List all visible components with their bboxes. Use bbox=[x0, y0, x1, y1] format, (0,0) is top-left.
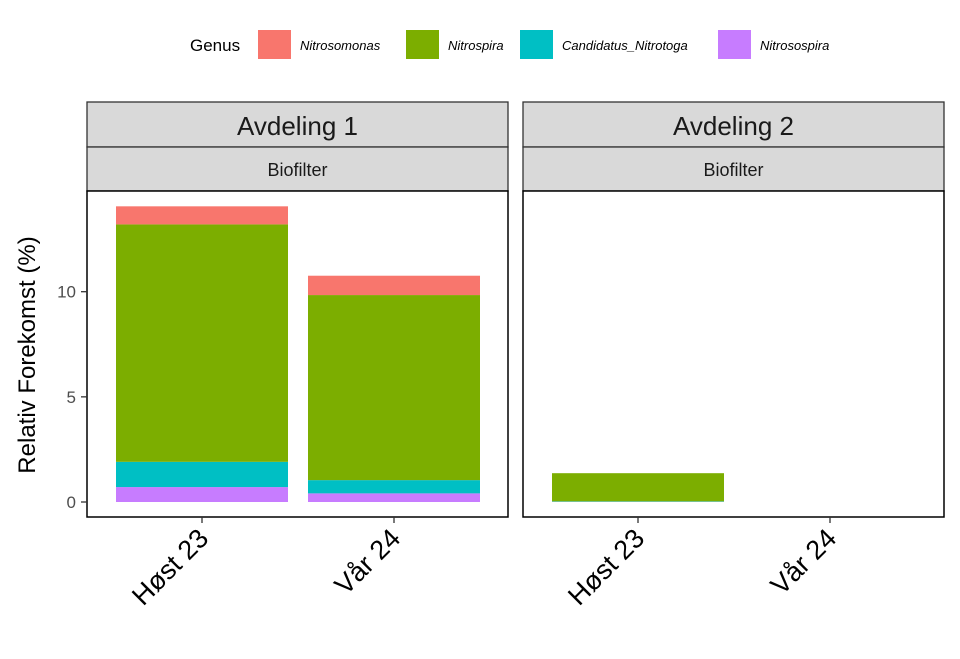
legend-swatch-nitrosomonas bbox=[258, 30, 291, 59]
plot-area bbox=[523, 191, 944, 517]
facet-panel-1: Avdeling 1 Biofilter Høst 23 Vår 24 0 5 10 bbox=[57, 102, 508, 611]
legend-label: Nitrosomonas bbox=[300, 38, 381, 53]
bar-segment-nitrosospira bbox=[308, 493, 480, 502]
y-axis-label: Relativ Forekomst (%) bbox=[14, 236, 41, 473]
x-tick-label: Vår 24 bbox=[765, 523, 842, 600]
y-tick-label: 0 bbox=[67, 493, 76, 512]
facet-subtitle: Biofilter bbox=[267, 160, 327, 180]
bar-segment-nitrospira bbox=[308, 295, 480, 480]
bar-segment-nitrosospira bbox=[116, 487, 288, 502]
legend-swatch-nitrosospira bbox=[718, 30, 751, 59]
x-tick-label: Vår 24 bbox=[329, 523, 406, 600]
bar-segment-nitrosomonas bbox=[308, 276, 480, 295]
legend-label: Candidatus_Nitrotoga bbox=[562, 38, 688, 53]
x-tick-label: Høst 23 bbox=[126, 523, 214, 611]
bar-segment-candidatus_nitrotoga bbox=[116, 462, 288, 487]
y-tick-label: 5 bbox=[67, 388, 76, 407]
facet-title: Avdeling 2 bbox=[673, 111, 794, 141]
legend-title: Genus bbox=[190, 36, 240, 55]
bar-segment-nitrospira bbox=[552, 473, 724, 501]
legend-swatch-nitrospira bbox=[406, 30, 439, 59]
bar-segment-nitrosomonas bbox=[116, 206, 288, 224]
facet-subtitle: Biofilter bbox=[703, 160, 763, 180]
bar-segment-candidatus_nitrotoga bbox=[308, 480, 480, 493]
legend-swatch-candidatus_nitrotoga bbox=[520, 30, 553, 59]
y-tick-label: 10 bbox=[57, 283, 76, 302]
x-tick-label: Høst 23 bbox=[562, 523, 650, 611]
facet-panel-2: Avdeling 2 Biofilter Høst 23 Vår 24 bbox=[523, 102, 944, 611]
legend-label: Nitrosospira bbox=[760, 38, 829, 53]
bar-segment-nitrospira bbox=[116, 224, 288, 461]
legend: Genus Nitrosomonas Nitrospira Candidatus_N… bbox=[190, 30, 829, 59]
legend-label: Nitrospira bbox=[448, 38, 504, 53]
facet-title: Avdeling 1 bbox=[237, 111, 358, 141]
